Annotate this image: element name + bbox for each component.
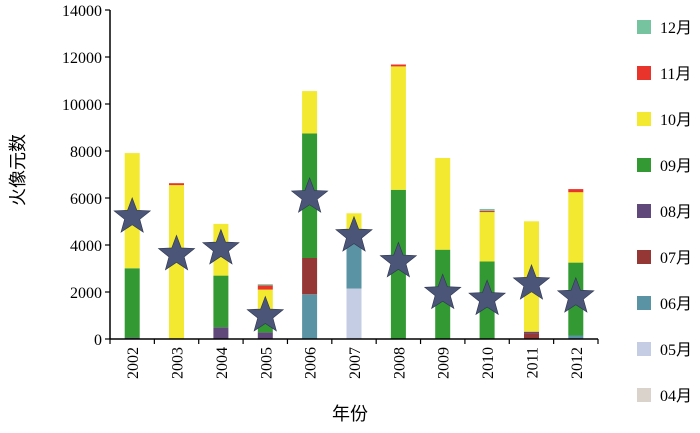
- x-tick-label-2003: 2003: [170, 347, 187, 379]
- legend-swatch-12月: [637, 20, 651, 34]
- bar-segment-2008-7: [390, 64, 406, 67]
- bar-segment-2012-7: [568, 189, 584, 193]
- bar-segment-2012-6: [568, 192, 584, 263]
- y-tick-label-6000: 6000: [70, 191, 102, 208]
- star-marker-2010: [468, 279, 507, 316]
- star-marker-2008: [379, 241, 418, 278]
- legend-swatch-05月: [637, 342, 651, 356]
- x-tick-label-2008: 2008: [391, 347, 408, 379]
- x-tick-label-2005: 2005: [258, 347, 275, 379]
- legend-swatch-10月: [637, 112, 651, 126]
- stars-layer: [113, 176, 595, 332]
- bar-segment-2009-6: [435, 158, 451, 250]
- star-marker-2002: [113, 196, 152, 233]
- x-tick-label-2002: 2002: [125, 347, 142, 379]
- bar-segment-2007-1: [346, 288, 362, 339]
- bar-segment-2005-7: [257, 285, 273, 290]
- y-axis-title: 火像元数: [8, 134, 28, 206]
- legend-label-11月: 11月: [660, 66, 691, 83]
- y-tick-label-2000: 2000: [70, 285, 102, 302]
- legend-swatch-04月: [637, 388, 651, 402]
- bar-segment-2004-4: [213, 327, 229, 340]
- bar-segment-2002-5: [124, 268, 140, 338]
- y-tick-label-14000: 14000: [62, 3, 102, 20]
- bar-segment-2006-3: [302, 257, 318, 295]
- x-tick-label-2007: 2007: [347, 347, 364, 379]
- legend-swatch-09月: [637, 158, 651, 172]
- bars-layer: [124, 64, 584, 340]
- y-tick-label-4000: 4000: [70, 238, 102, 255]
- x-axis-title: 年份: [332, 404, 368, 424]
- legend-swatch-06月: [637, 296, 651, 310]
- x-tick-label-2010: 2010: [480, 347, 497, 379]
- legend-label-05月: 05月: [660, 342, 692, 359]
- legend-label-12月: 12月: [660, 20, 692, 37]
- star-marker-2006: [290, 176, 329, 213]
- bar-segment-2005-8: [257, 284, 273, 286]
- bar-segment-2003-7: [169, 183, 184, 186]
- star-marker-2007: [335, 215, 373, 252]
- legend: 12月 11月 10月 09月 08月 07月 06月 05月 04月: [637, 20, 692, 405]
- x-tick-label-2006: 2006: [303, 347, 320, 379]
- bar-segment-2007-2: [346, 239, 362, 289]
- star-marker-2012: [556, 276, 595, 313]
- legend-swatch-08月: [637, 204, 651, 218]
- bar-segment-2004-5: [213, 275, 229, 328]
- bar-segment-2008-6: [390, 66, 406, 190]
- star-marker-2011: [512, 263, 551, 300]
- y-tick-label-12000: 12000: [62, 50, 102, 67]
- bar-segment-2005-4: [257, 332, 273, 339]
- bar-segment-2010-6: [479, 212, 495, 262]
- x-tick-label-2012: 2012: [569, 347, 586, 379]
- star-marker-2003: [157, 234, 196, 271]
- legend-swatch-07月: [637, 250, 651, 264]
- legend-label-04月: 04月: [660, 388, 692, 405]
- y-tick-label-10000: 10000: [62, 97, 102, 114]
- bar-segment-2010-8: [479, 209, 495, 211]
- bar-segment-2011-3: [524, 333, 539, 339]
- star-marker-2005: [246, 295, 285, 332]
- bar-segment-2010-7: [479, 210, 495, 213]
- bar-segment-2006-2: [302, 294, 318, 339]
- bar-segment-2011-4: [524, 331, 539, 334]
- axes-layer: [109, 10, 598, 340]
- legend-swatch-11月: [637, 66, 651, 80]
- star-marker-2004: [201, 228, 240, 265]
- bar-segment-2006-6: [302, 91, 318, 134]
- x-tick-label-2011: 2011: [524, 347, 541, 378]
- ticks-layer: 0 2000 4000 6000 8000 10000 12000 14000 2002 2003…: [62, 3, 599, 379]
- legend-label-06月: 06月: [660, 296, 692, 313]
- legend-label-09月: 09月: [660, 158, 692, 175]
- bar-segment-2012-2: [568, 335, 584, 339]
- legend-label-07月: 07月: [660, 250, 692, 267]
- star-marker-2009: [423, 273, 462, 310]
- legend-label-10月: 10月: [660, 112, 692, 129]
- y-tick-label-0: 0: [94, 332, 102, 349]
- y-tick-label-8000: 8000: [70, 144, 102, 161]
- x-tick-label-2004: 2004: [214, 347, 231, 379]
- legend-label-08月: 08月: [660, 204, 692, 221]
- x-tick-label-2009: 2009: [436, 347, 453, 379]
